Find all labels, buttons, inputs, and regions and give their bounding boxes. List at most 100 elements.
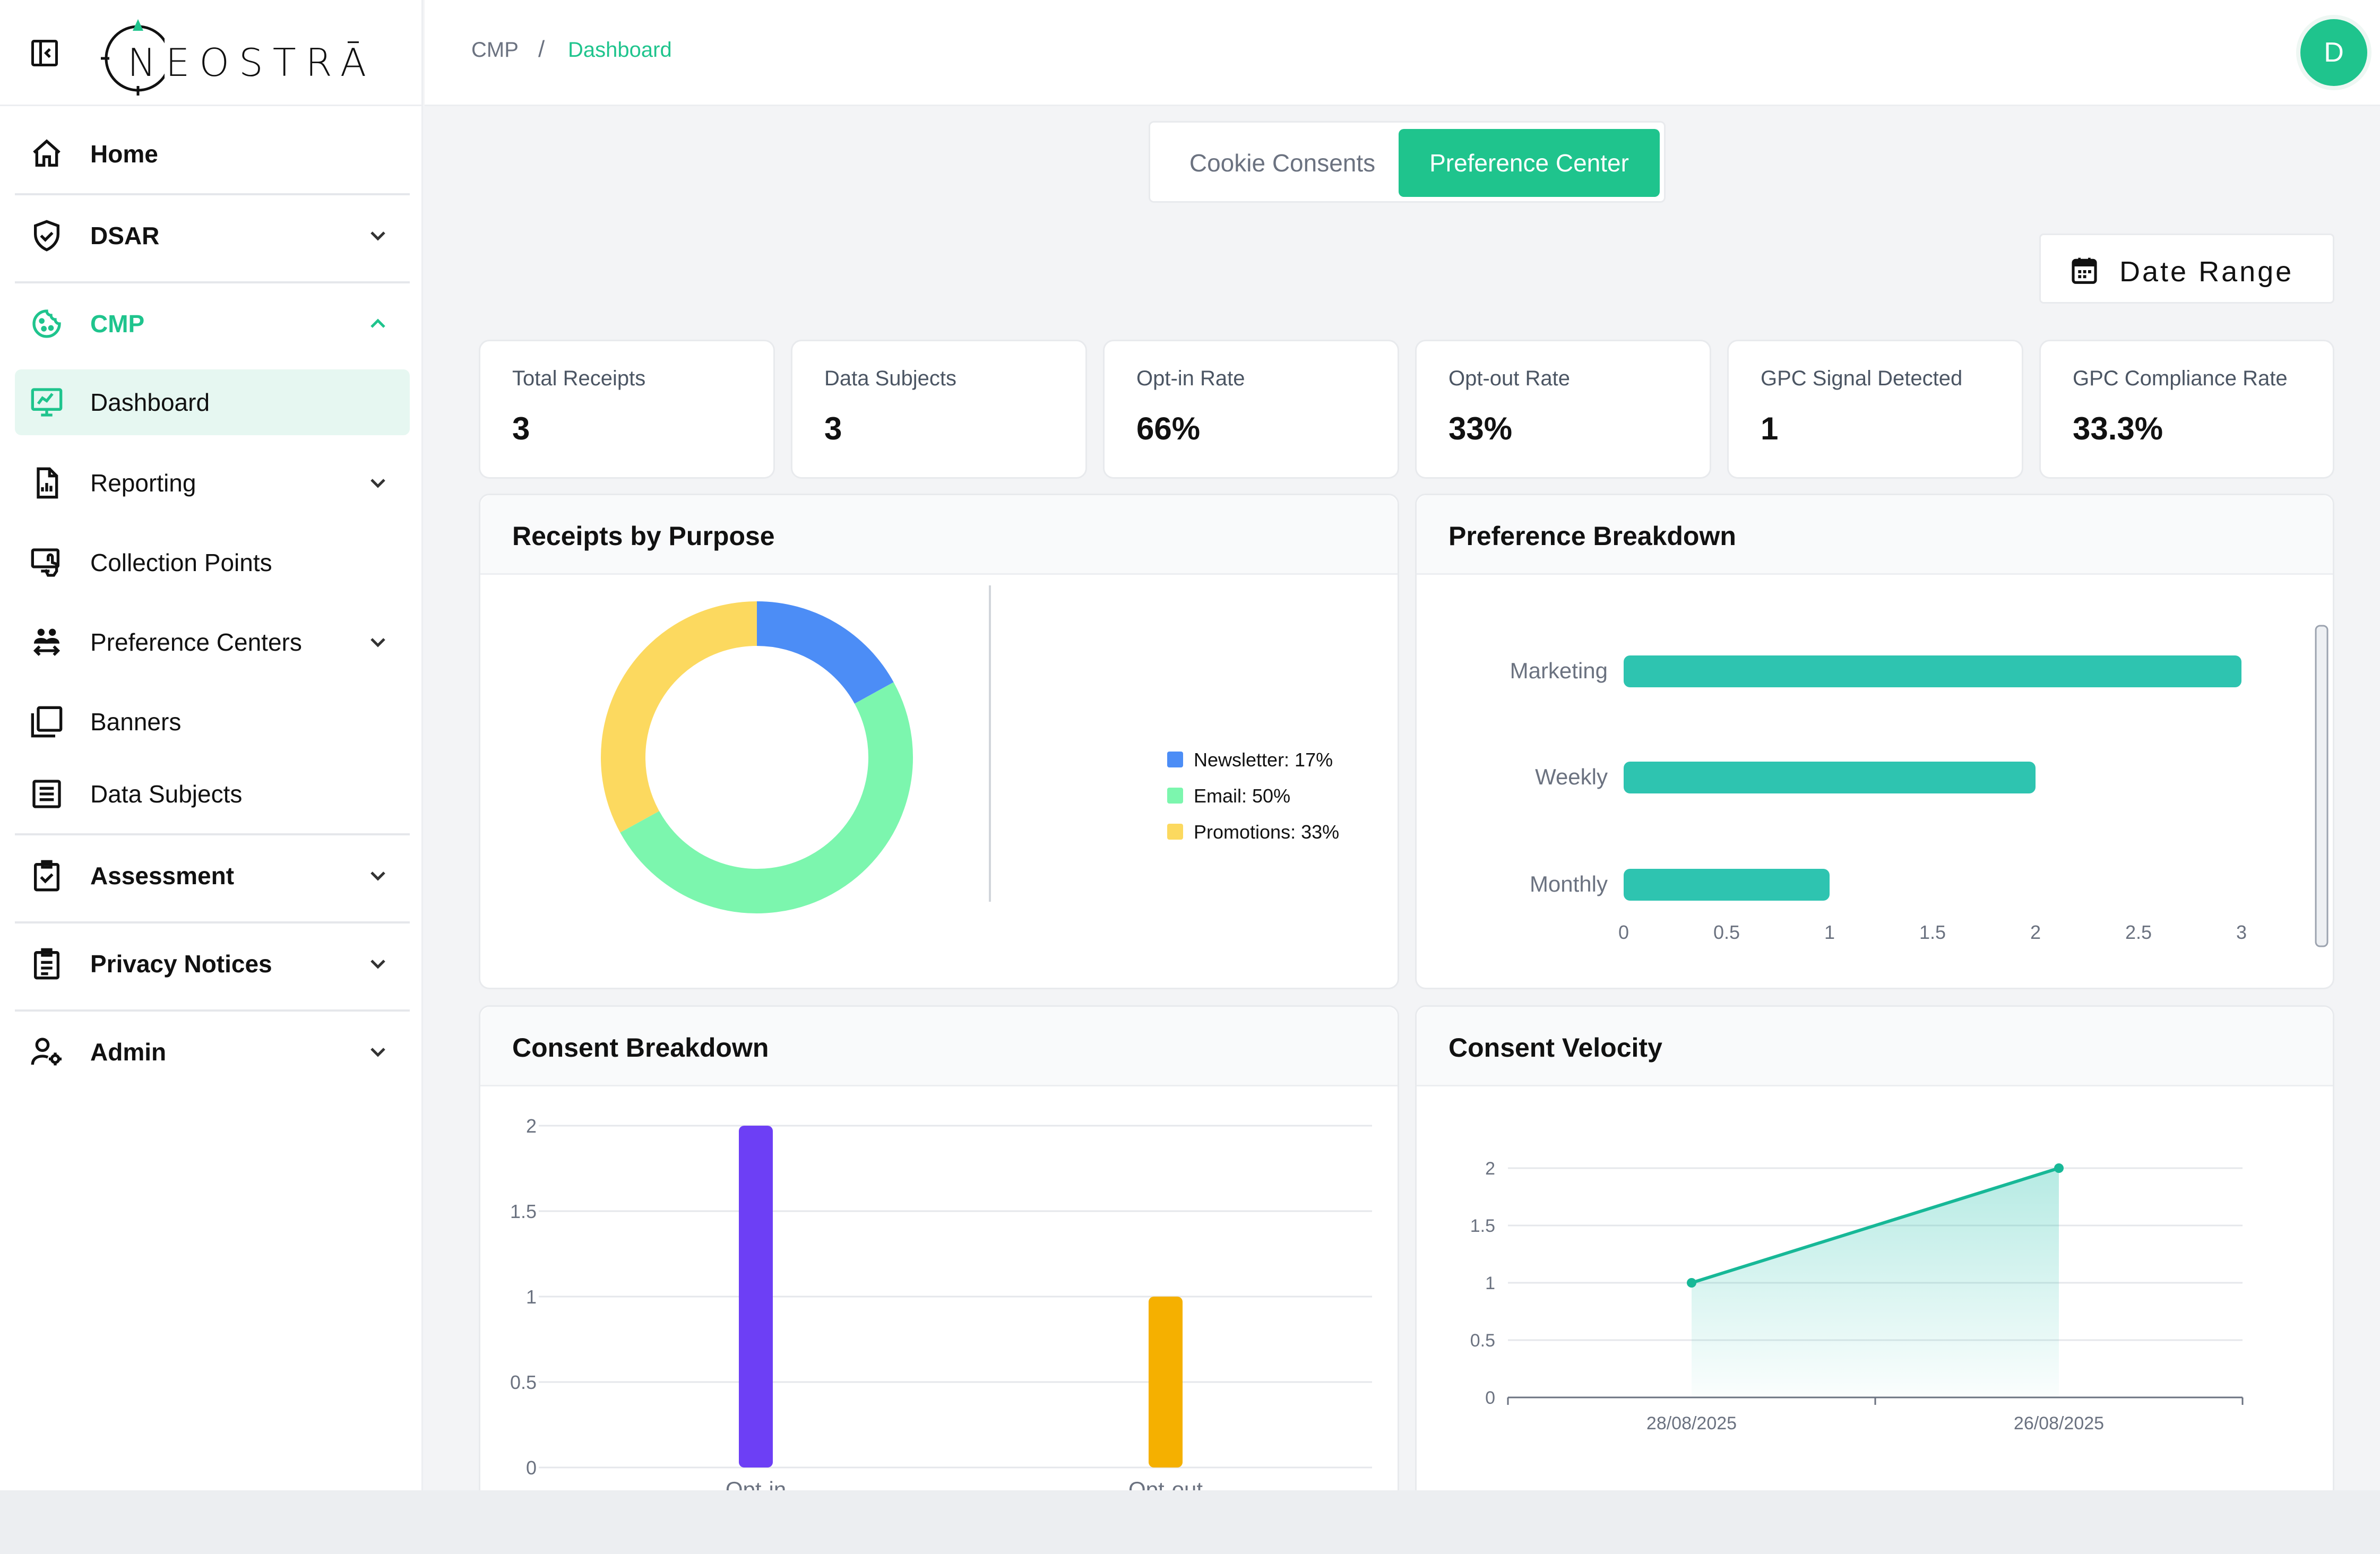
stat-label: Total Receipts [512,367,646,390]
legend-label: Promotions: 33% [1194,821,1339,843]
panel-title: Preference Breakdown [1448,521,1736,551]
y-tick-label: 1.5 [1470,1216,1495,1236]
bar-opt-in[interactable] [739,1126,773,1467]
stat-value: 1 [1761,411,1779,446]
data-point[interactable] [2054,1163,2064,1173]
legend-swatch [1167,824,1183,840]
report-icon [30,466,64,500]
x-tick-label: 0 [1618,921,1629,943]
touch-screen-icon [30,546,64,580]
sidebar-item-label: Data Subjects [90,780,243,808]
velocity-area-chart: 0 0.5 1 1.5 2 28/08/2025 26/08/2025 [1470,1159,2244,1434]
y-tick-label: 0.5 [510,1371,537,1393]
divider [15,833,410,835]
avatar[interactable]: D [2300,19,2367,86]
stat-value: 3 [824,411,842,446]
chart-scrollbar[interactable] [2315,625,2329,947]
tab-preference-center[interactable]: Preference Center [1399,129,1660,197]
stat-value: 33% [1448,411,1513,446]
brand-logo[interactable]: NEOSTRĀ [101,16,366,96]
y-tick-label: 2 [526,1115,537,1137]
panel-header: Preference Breakdown [1417,495,2333,575]
date-range-button[interactable]: Date Range [2039,234,2334,304]
bar-marketing[interactable] [1624,655,2241,687]
logo-row: NEOSTRĀ [0,0,423,106]
sidebar-item-cmp[interactable]: CMP [15,292,410,356]
bar-monthly[interactable] [1624,869,1830,901]
donut-chart: Newsletter: 17% Email: 50% Promotions: 33% [601,585,1339,913]
divider [15,281,410,283]
view-toggle: Cookie Consents Preference Center [1149,121,1666,203]
panel-title: Consent Breakdown [512,1033,769,1063]
donut-slice-promotions[interactable] [601,601,757,833]
calendar-icon [2069,255,2099,285]
sidebar-item-assessment[interactable]: Assessment [15,844,410,908]
stat-label: Data Subjects [824,367,957,390]
date-range-label: Date Range [2119,256,2294,288]
stat-label: GPC Signal Detected [1761,367,1963,390]
stat-value: 66% [1136,411,1201,446]
stat-card-opt-in-rate: Opt-in Rate 66% [1103,340,1399,479]
sidebar-item-admin[interactable]: Admin [15,1020,410,1084]
panel-preference-breakdown: Preference Breakdown 0 0.5 1 1.5 2 2.5 3 Market… [1415,494,2334,989]
panel-header: Consent Velocity [1417,1007,2333,1086]
bar-weekly[interactable] [1624,762,2036,793]
stat-value: 3 [512,411,530,446]
sidebar-item-label: Assessment [90,862,235,890]
chevron-down-icon [365,629,391,655]
stat-value: 33.3% [2073,411,2163,446]
sidebar-item-dashboard[interactable]: Dashboard [15,369,410,435]
chevron-down-icon [365,863,391,888]
y-tick-label: 1 [1485,1273,1495,1293]
sidebar-item-preference-centers[interactable]: Preference Centers [15,609,410,675]
sidebar-item-data-subjects[interactable]: Data Subjects [15,761,410,827]
breadcrumb-dashboard[interactable]: Dashboard [568,38,672,62]
x-tick-label: 3 [2236,921,2247,943]
sidebar-item-label: Banners [90,708,182,736]
sidebar-item-dsar[interactable]: DSAR [15,204,410,267]
users-arrows-icon [30,625,64,659]
chevron-down-icon [365,470,391,496]
chevron-down-icon [365,223,391,248]
sidebar-item-collection-points[interactable]: Collection Points [15,530,410,595]
panel-header: Consent Breakdown [480,1007,1398,1086]
panel-title: Receipts by Purpose [512,521,775,551]
y-tick-label: 0 [526,1457,537,1479]
preference-bar-chart: 0 0.5 1 1.5 2 2.5 3 Marketing Weekly Monthly [1510,625,2329,947]
sidebar-item-home[interactable]: Home [15,122,410,186]
sidebar-item-banners[interactable]: Banners [15,689,410,755]
sidebar-item-label: Admin [90,1038,167,1066]
sidebar-collapse-icon[interactable] [29,37,61,69]
legend-swatch [1167,788,1183,804]
divider [15,921,410,923]
sidebar-item-reporting[interactable]: Reporting [15,450,410,516]
donut-slice-newsletter[interactable] [756,601,894,704]
stat-label: GPC Compliance Rate [2073,367,2288,390]
panel-title: Consent Velocity [1448,1033,1662,1063]
stat-card-opt-out-rate: Opt-out Rate 33% [1415,340,1711,479]
sidebar-item-privacy-notices[interactable]: Privacy Notices [15,932,410,996]
y-tick-label: Weekly [1535,764,1608,789]
sidebar-item-label: DSAR [90,222,160,249]
y-tick-label: Marketing [1510,658,1608,683]
breadcrumb-cmp[interactable]: CMP [471,38,519,62]
monitor-chart-icon [30,385,64,419]
stat-label: Opt-out Rate [1448,367,1571,390]
brand-name: NEOSTRĀ [127,40,376,85]
panel-consent-breakdown: Consent Breakdown 0 0.5 1 1.5 2 Opt-in Opt-out [479,1005,1399,1500]
y-tick-label: 2 [1485,1159,1495,1179]
tab-cookie-consents[interactable]: Cookie Consents [1189,149,1376,177]
banner-icon [30,705,64,739]
sidebar-item-label: Collection Points [90,549,272,576]
x-tick-label: 1.5 [1919,921,1946,943]
bar-opt-out[interactable] [1149,1297,1183,1467]
cookie-icon [30,307,64,341]
donut-slice-email[interactable] [620,682,913,913]
sidebar-item-label: Preference Centers [90,628,302,656]
home-icon [30,137,64,171]
x-tick-label: 28/08/2025 [1646,1413,1737,1434]
x-tick-label: 2.5 [2125,921,2152,943]
data-point[interactable] [1687,1278,1696,1288]
chevron-up-icon [365,311,391,336]
